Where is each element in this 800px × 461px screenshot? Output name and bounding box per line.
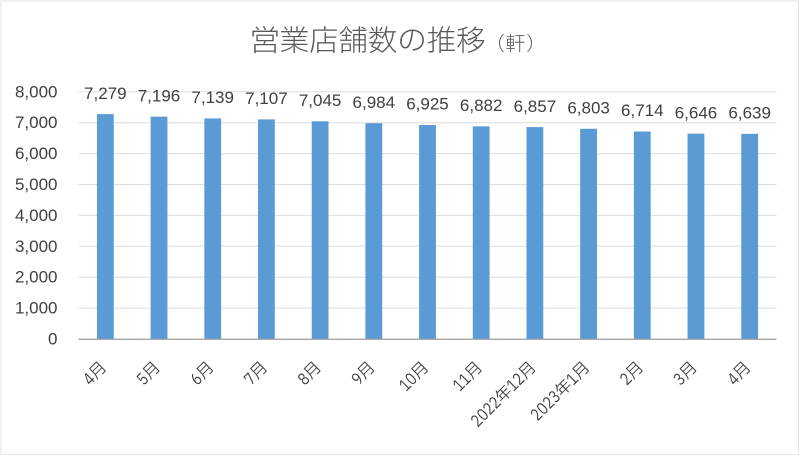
- svg-text:7,139: 7,139: [191, 88, 234, 107]
- svg-text:6,803: 6,803: [567, 99, 610, 118]
- svg-text:6,646: 6,646: [675, 103, 718, 122]
- svg-text:0: 0: [48, 330, 57, 349]
- svg-text:6,882: 6,882: [460, 96, 503, 115]
- svg-text:7,045: 7,045: [299, 91, 342, 110]
- svg-text:4,000: 4,000: [15, 206, 58, 225]
- svg-text:3,000: 3,000: [15, 237, 58, 256]
- svg-text:7,000: 7,000: [15, 113, 58, 132]
- svg-text:8,000: 8,000: [15, 82, 58, 101]
- svg-text:7,196: 7,196: [138, 86, 181, 105]
- svg-text:6,000: 6,000: [15, 144, 58, 163]
- svg-text:2,000: 2,000: [15, 268, 58, 287]
- svg-text:5,000: 5,000: [15, 175, 58, 194]
- svg-text:7,107: 7,107: [245, 89, 288, 108]
- svg-text:6,639: 6,639: [728, 104, 771, 123]
- svg-text:7,279: 7,279: [84, 84, 127, 103]
- svg-text:1,000: 1,000: [15, 299, 58, 318]
- svg-text:6,714: 6,714: [621, 101, 664, 120]
- svg-text:6,925: 6,925: [406, 95, 449, 114]
- svg-text:6,984: 6,984: [353, 93, 396, 112]
- svg-text:6,857: 6,857: [514, 97, 557, 116]
